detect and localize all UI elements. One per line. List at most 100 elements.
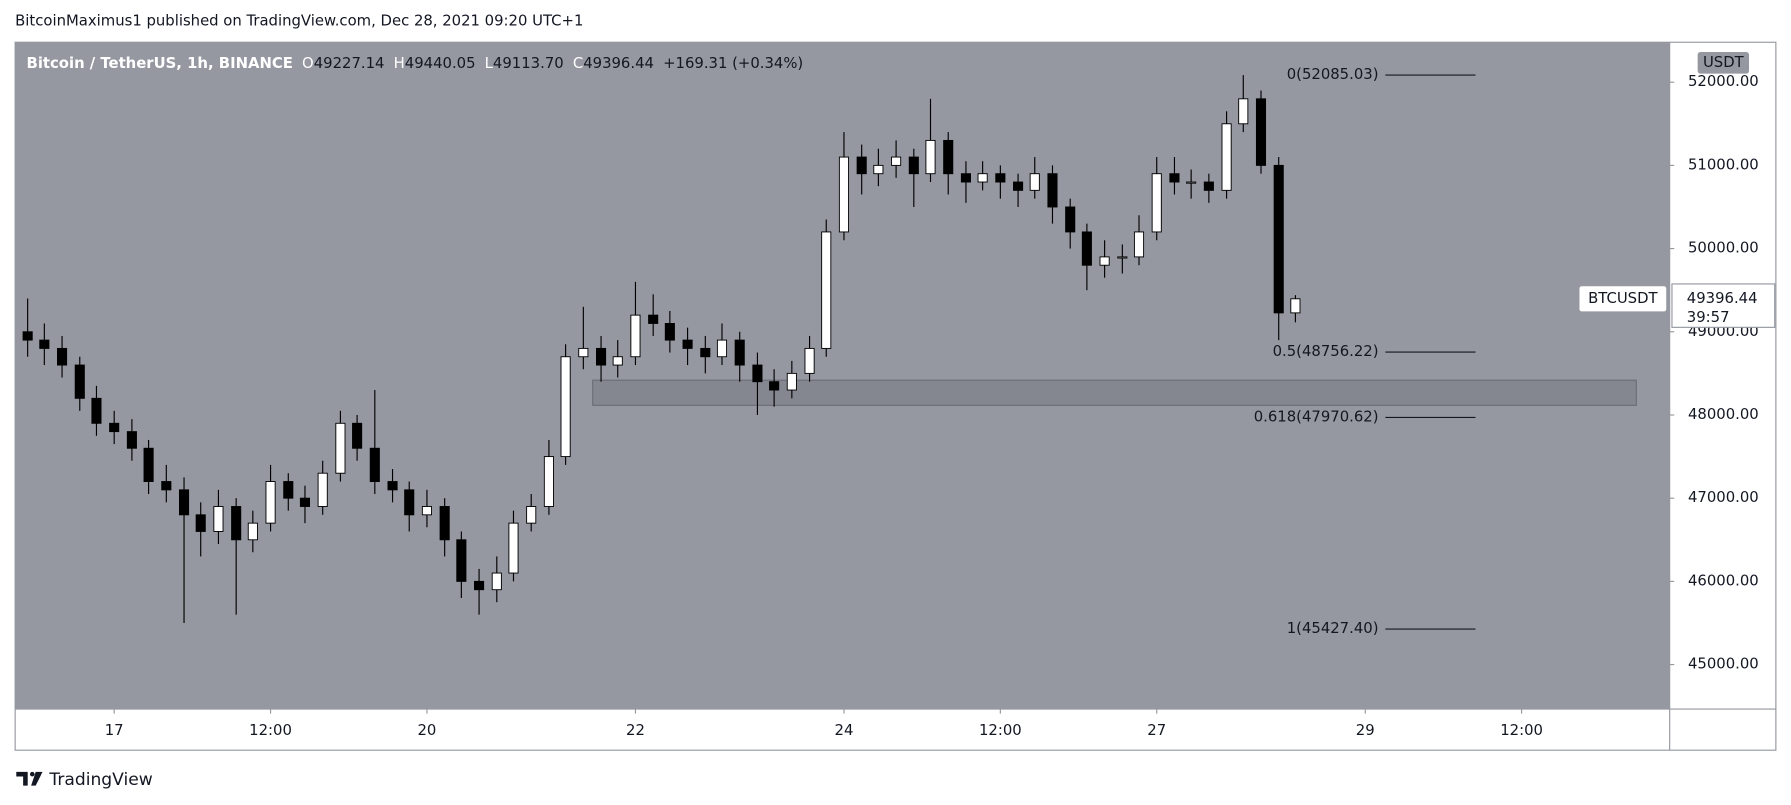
candle-body	[335, 422, 346, 474]
support-zone	[592, 379, 1637, 406]
y-tick-label: 52000.00	[1688, 73, 1759, 90]
candle-body	[1047, 173, 1058, 208]
candle-body	[22, 331, 33, 341]
legend-key: O	[302, 55, 314, 72]
candle-body	[231, 506, 242, 541]
candle-body	[804, 347, 815, 374]
candle-body	[612, 356, 623, 366]
candles	[22, 75, 1301, 623]
candle-body	[1221, 123, 1232, 191]
currency-label: USDT	[1703, 54, 1745, 71]
candle-body	[908, 156, 919, 175]
candle-body	[387, 481, 398, 491]
candle-body	[995, 173, 1006, 183]
candle-body	[1238, 98, 1249, 125]
candle-body	[716, 339, 728, 358]
candle-body	[560, 356, 571, 458]
legend-value: 49113.70	[493, 55, 564, 72]
x-tick-label: 12:00	[1500, 722, 1543, 739]
candle-body	[369, 447, 380, 482]
candle-body	[873, 164, 884, 175]
candle-body	[456, 539, 467, 582]
fib-label: 0.618(47970.62)	[1254, 408, 1379, 425]
candle-body	[57, 347, 68, 366]
candle-body	[543, 456, 554, 507]
candle-body	[1029, 173, 1040, 191]
candle-body	[1099, 256, 1110, 266]
fib-label: 0(52085.03)	[1287, 66, 1379, 83]
candle-body	[299, 497, 311, 507]
candle-body	[1117, 256, 1128, 259]
candle-body	[700, 347, 711, 358]
candle-body	[1290, 298, 1301, 314]
candle-body	[943, 139, 954, 175]
x-tick-label: 24	[835, 722, 854, 739]
candle-body	[474, 580, 485, 591]
symbol-tag: BTCUSDT	[1588, 290, 1658, 307]
candle-body	[977, 173, 988, 183]
candle-body	[526, 506, 537, 524]
candle-body	[161, 481, 172, 491]
candle-body	[91, 397, 102, 424]
candle-body	[1013, 181, 1024, 191]
y-tick-label: 47000.00	[1688, 489, 1759, 506]
candle-body	[143, 447, 154, 482]
candle-body	[283, 481, 294, 499]
legend-key: H	[394, 55, 405, 72]
x-tick-label: 22	[626, 722, 645, 739]
legend-value: 49440.05	[405, 55, 476, 72]
fib-label: 1(45427.40)	[1287, 620, 1379, 637]
candle-body	[1273, 164, 1284, 314]
legend-value: 49396.44	[583, 55, 654, 72]
candle-body	[1133, 231, 1145, 258]
candle-body	[752, 364, 763, 383]
candle-body	[734, 339, 745, 366]
brand-name: TradingView	[48, 770, 152, 790]
x-tick-label: 12:00	[979, 722, 1022, 739]
candle-body	[404, 489, 415, 516]
candle-body	[1151, 173, 1162, 233]
candle-body	[821, 231, 832, 349]
y-tick-label: 46000.00	[1688, 572, 1759, 589]
candle-body	[439, 506, 450, 541]
chart-frame	[14, 41, 1777, 751]
candle-body	[1186, 181, 1197, 184]
legend-value: 49227.14	[314, 55, 385, 72]
legend-key: C	[573, 55, 583, 72]
candle-body	[786, 372, 797, 391]
publisher-line: BitcoinMaximus1 published on TradingView…	[15, 13, 583, 30]
plot-area	[15, 42, 1670, 710]
candle-body	[578, 347, 589, 358]
candle-body	[213, 506, 224, 532]
candle-body	[891, 156, 902, 166]
x-tick-label: 17	[105, 722, 124, 739]
candle-body	[769, 381, 780, 391]
x-tick-label: 27	[1147, 722, 1166, 739]
fib-label: 0.5(48756.22)	[1273, 343, 1379, 360]
brand-logo	[16, 771, 43, 786]
candle-body	[838, 156, 850, 233]
candle-body	[317, 472, 328, 507]
candle-body	[247, 522, 258, 541]
candle-body	[596, 347, 607, 366]
candle-body	[856, 156, 867, 175]
candle-body	[1255, 98, 1267, 166]
candle-body	[126, 431, 137, 449]
last-price-label: 49396.44	[1687, 290, 1758, 307]
x-tick-label: 12:00	[249, 722, 292, 739]
currency-box	[1696, 50, 1751, 75]
candle-body	[925, 139, 936, 175]
candle-body	[1081, 231, 1092, 266]
y-tick-label: 45000.00	[1688, 656, 1759, 673]
x-tick-label: 29	[1356, 722, 1375, 739]
candle-body	[682, 339, 693, 349]
candle-body	[265, 481, 276, 524]
candle-body	[648, 314, 659, 324]
candle-body	[195, 514, 206, 532]
countdown: 39:57	[1687, 309, 1730, 326]
last-price-box	[1671, 283, 1776, 328]
candle-body	[74, 364, 85, 399]
candle-body	[664, 323, 675, 341]
